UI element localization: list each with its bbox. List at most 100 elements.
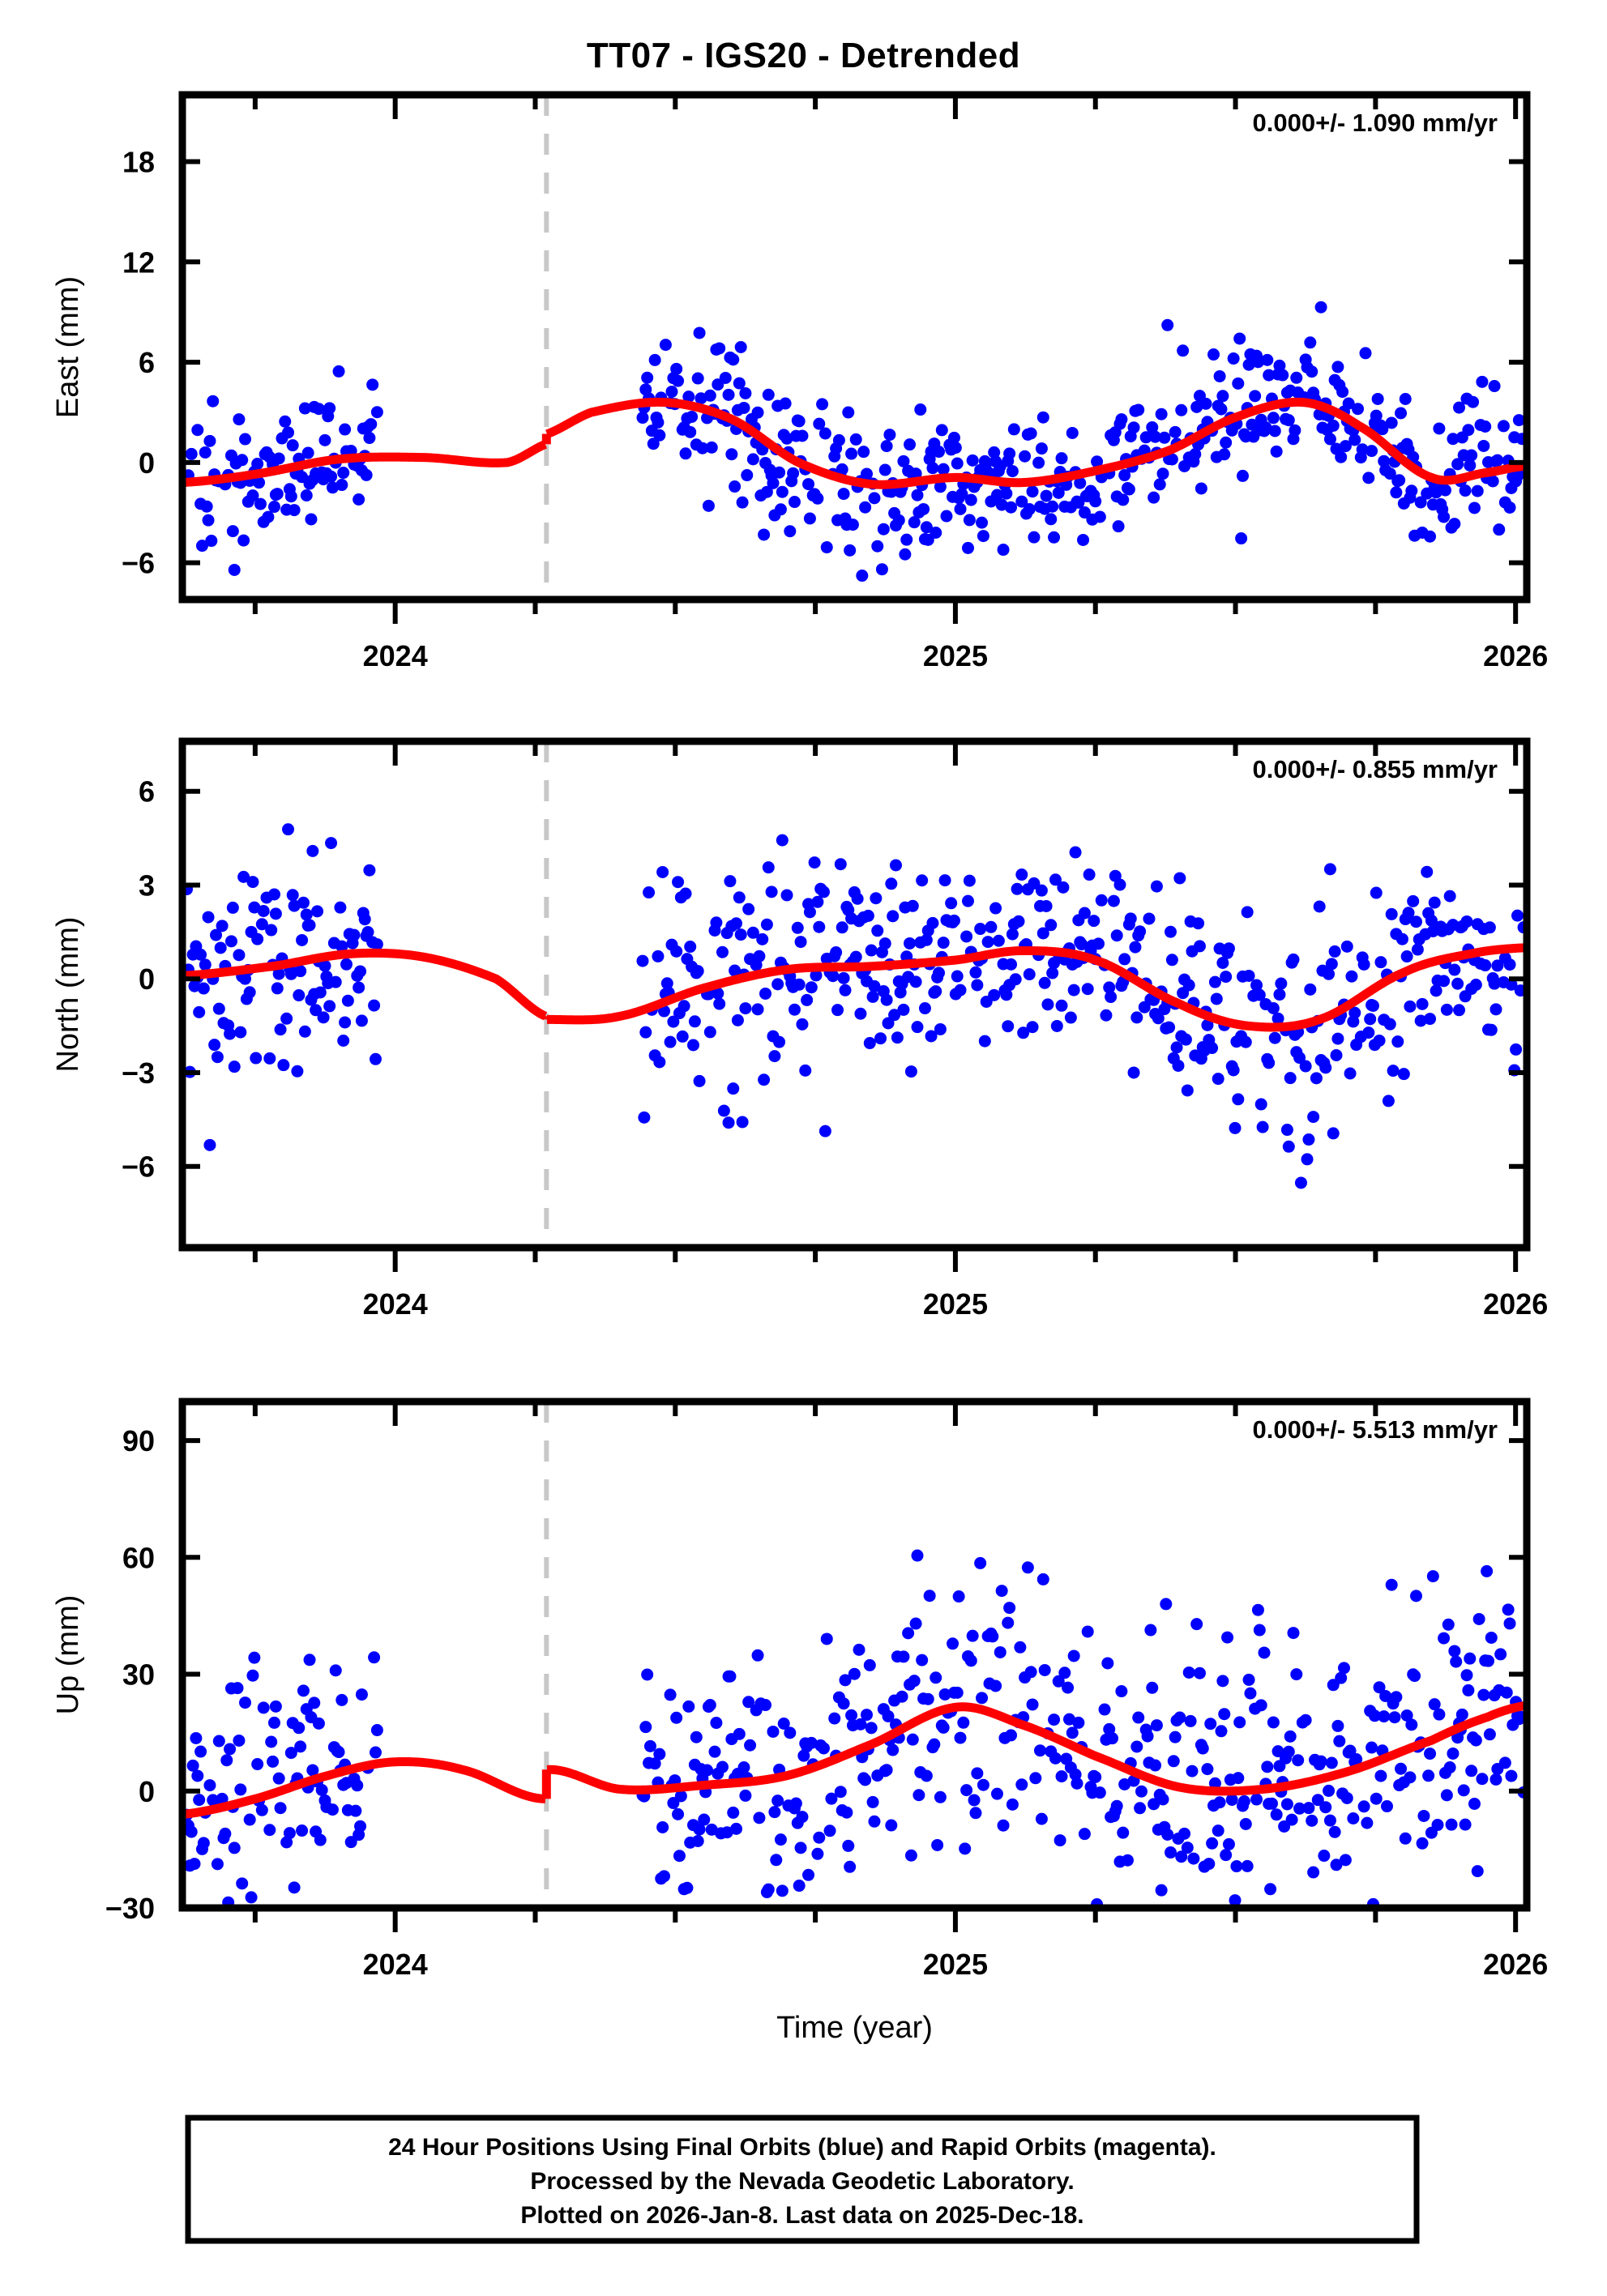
y-tick-label: 0 [139, 446, 155, 480]
data-point [906, 899, 919, 912]
data-point [1164, 1846, 1177, 1859]
data-point [753, 1812, 766, 1824]
data-point [315, 1784, 328, 1796]
data-point [976, 1692, 989, 1705]
data-point [1313, 900, 1326, 913]
data-point [1443, 1761, 1456, 1774]
data-point [1169, 425, 1182, 438]
data-point [340, 958, 353, 971]
data-point [303, 919, 316, 932]
data-point [1391, 1035, 1404, 1048]
data-point [1342, 397, 1355, 410]
data-point [677, 1000, 690, 1013]
data-point [844, 544, 857, 557]
data-point [767, 476, 780, 489]
data-point [1424, 530, 1437, 543]
data-point [1408, 1670, 1421, 1683]
data-point [920, 933, 933, 946]
data-point [871, 924, 884, 937]
model-curve-segment [182, 948, 548, 1021]
data-point [1339, 440, 1352, 453]
data-point [825, 1792, 838, 1805]
data-point [1399, 1832, 1412, 1845]
data-point [1156, 1793, 1169, 1806]
data-point [1002, 1616, 1015, 1629]
data-point [216, 1792, 229, 1805]
data-point [195, 540, 208, 553]
data-point [1267, 1716, 1280, 1729]
data-point [199, 446, 212, 459]
data-point [1502, 1603, 1515, 1616]
data-point [369, 1746, 382, 1759]
data-point [736, 1116, 749, 1129]
data-point [746, 453, 759, 466]
data-point [1333, 1735, 1346, 1748]
data-point [811, 1847, 824, 1860]
data-point [670, 945, 683, 958]
data-point [937, 1721, 950, 1734]
data-point [1433, 1708, 1446, 1721]
data-point [1273, 988, 1286, 1001]
data-point [978, 1035, 991, 1048]
data-point [992, 934, 1005, 947]
data-point [725, 448, 738, 461]
data-point [1327, 1679, 1340, 1692]
data-point [1208, 975, 1221, 988]
data-point [1012, 915, 1025, 928]
data-point [1424, 1748, 1437, 1760]
data-point [1249, 390, 1262, 403]
data-point [1062, 1713, 1075, 1726]
data-point [211, 1858, 224, 1871]
data-point [751, 1649, 764, 1662]
data-point [1393, 474, 1406, 487]
data-point [813, 920, 826, 933]
data-point [1503, 958, 1516, 971]
data-point [908, 516, 921, 529]
data-point [1290, 1668, 1303, 1681]
x-tick-label: 2026 [1483, 639, 1548, 672]
data-point [947, 1637, 959, 1650]
data-point [856, 570, 869, 583]
data-point [788, 496, 801, 509]
data-point [828, 1712, 841, 1725]
data-point [1314, 1755, 1327, 1768]
data-point [233, 413, 246, 426]
data-point [1066, 426, 1079, 439]
data-point [1395, 1762, 1408, 1775]
data-point [861, 467, 873, 480]
data-point [1350, 1753, 1363, 1766]
data-point [1348, 433, 1361, 446]
data-point [1127, 1066, 1140, 1079]
data-point [934, 1022, 947, 1035]
data-point [353, 493, 365, 506]
data-point [816, 398, 829, 411]
data-point [1271, 1012, 1284, 1025]
data-point [904, 1065, 917, 1078]
y-tick-label: 12 [122, 245, 155, 279]
data-point [283, 1827, 296, 1840]
data-point [197, 982, 210, 995]
data-point [656, 865, 669, 878]
data-point [323, 402, 336, 415]
data-point [1467, 395, 1480, 408]
data-point [1327, 419, 1340, 432]
data-point [839, 1674, 852, 1687]
data-point [1036, 411, 1049, 424]
data-point [739, 1002, 752, 1015]
data-point [216, 920, 229, 932]
data-point [1117, 493, 1130, 506]
data-point [1442, 1618, 1455, 1631]
data-point [1301, 1153, 1314, 1166]
data-point [368, 999, 381, 1012]
data-point [202, 911, 215, 924]
data-point [1002, 1020, 1015, 1033]
data-point [1491, 959, 1504, 972]
data-point [297, 1684, 310, 1697]
data-point [1270, 1808, 1283, 1821]
data-point [1447, 433, 1460, 446]
data-point [691, 1834, 704, 1847]
data-point [336, 1693, 348, 1706]
data-point [954, 502, 967, 515]
data-point [353, 981, 365, 994]
